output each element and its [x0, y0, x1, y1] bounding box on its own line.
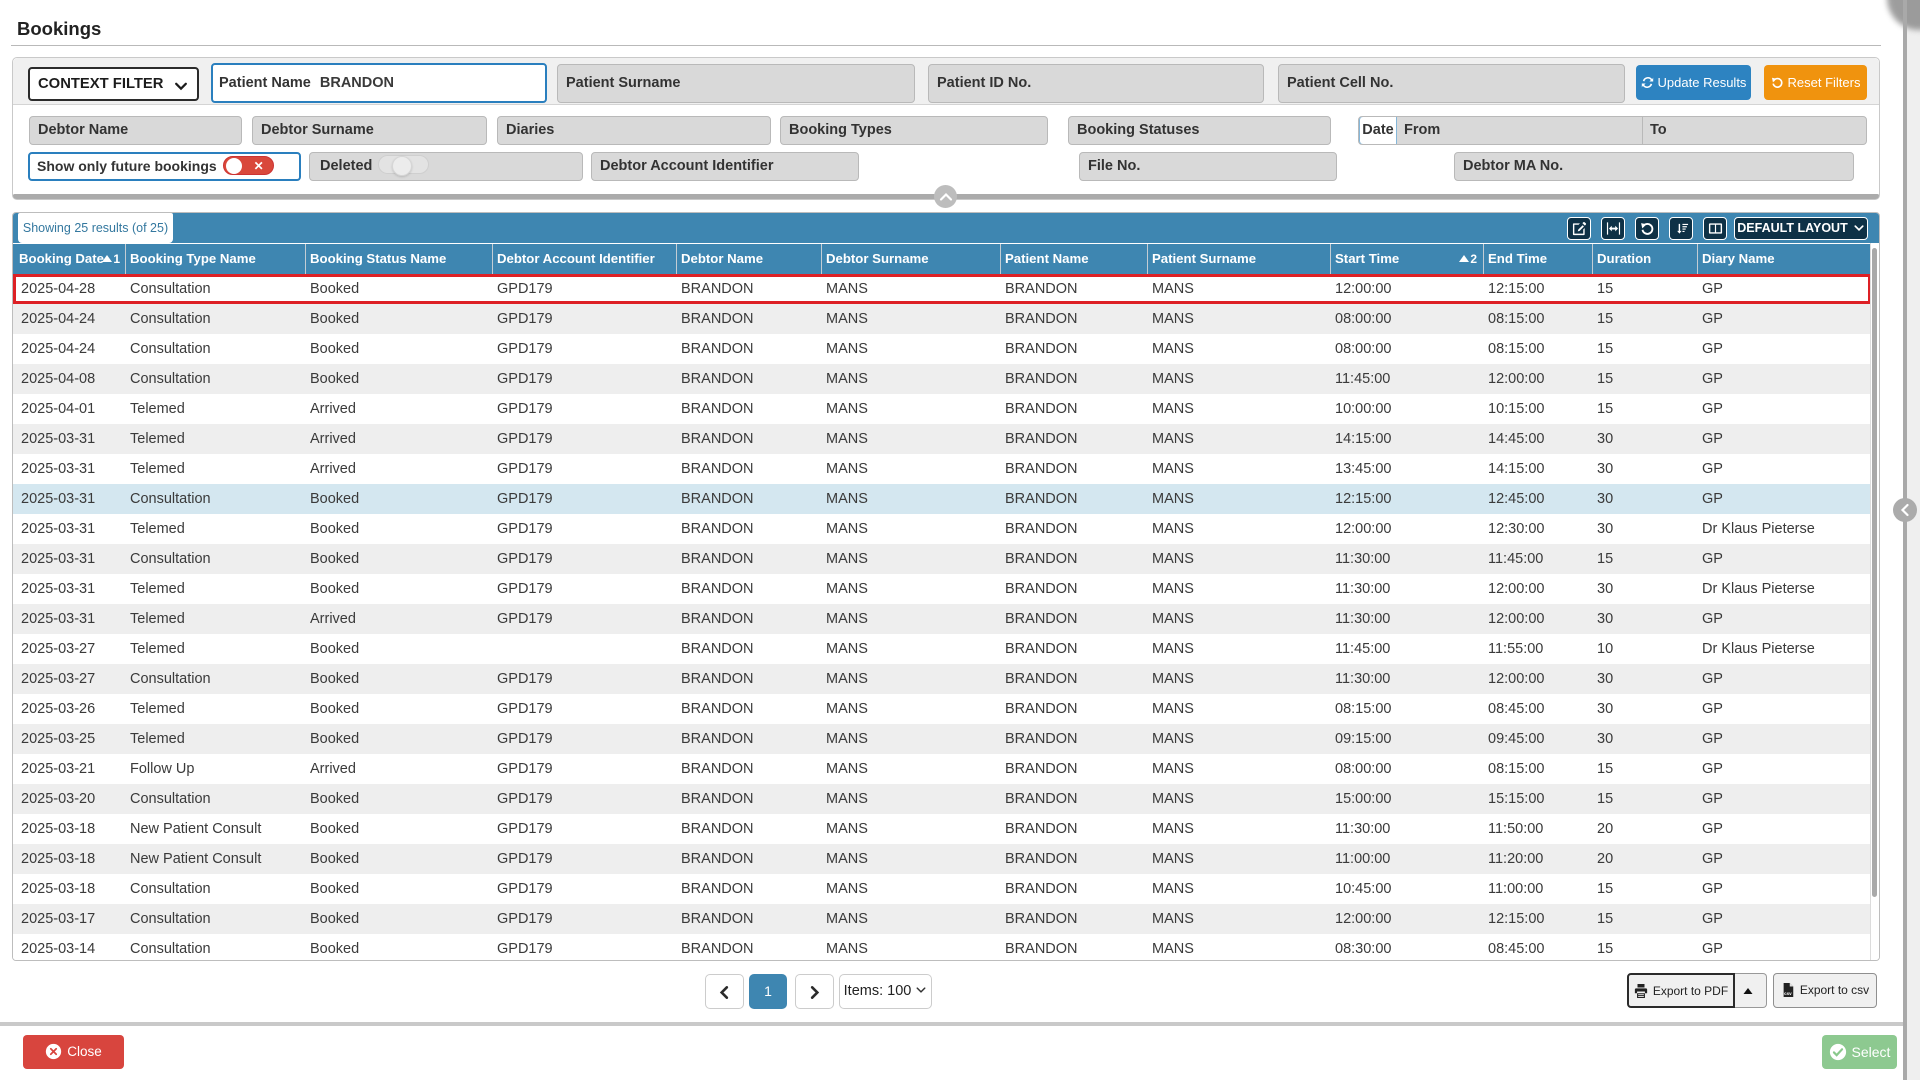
svg-text:csv: csv [1784, 991, 1792, 996]
